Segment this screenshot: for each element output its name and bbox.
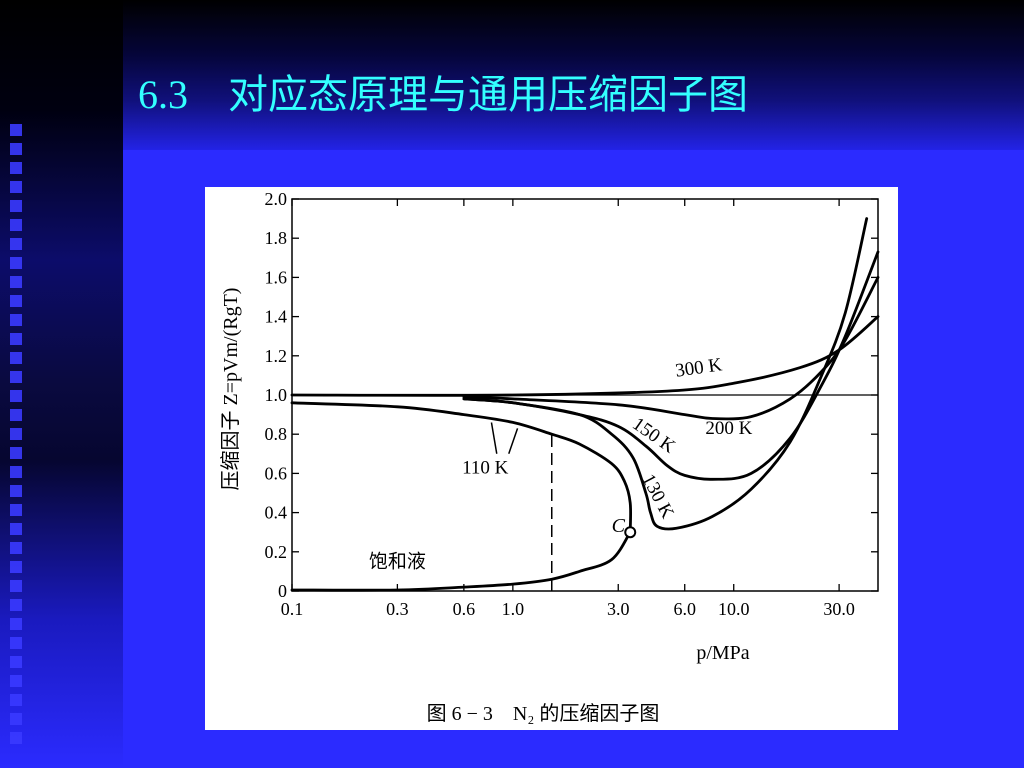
y-tick-label: 1.8 bbox=[265, 228, 288, 248]
decor-square bbox=[10, 694, 22, 706]
y-tick-label: 1.2 bbox=[265, 346, 288, 366]
decor-square bbox=[10, 162, 22, 174]
decor-square bbox=[10, 580, 22, 592]
chart-figure: 0 0.2 0.4 0.6 0.8 1.0 1.2 1.4 1.6 1.8 2.0 0.1 0.3 0.6… bbox=[205, 187, 898, 730]
x-tick-label: 0.6 bbox=[453, 599, 476, 619]
decor-square bbox=[10, 428, 22, 440]
y-axis-label: 压缩因子 Z=pVm/(RgT) bbox=[219, 288, 242, 491]
decor-square bbox=[10, 257, 22, 269]
decor-square bbox=[10, 504, 22, 516]
decor-square bbox=[10, 295, 22, 307]
annotation-label: 饱和液 bbox=[369, 550, 426, 572]
series-line-4 bbox=[290, 401, 633, 534]
decor-square bbox=[10, 409, 22, 421]
series-line-5 bbox=[290, 530, 632, 592]
decor-square bbox=[10, 637, 22, 649]
decor-square bbox=[10, 200, 22, 212]
decor-square bbox=[10, 447, 22, 459]
y-tick-label: 0 bbox=[278, 581, 287, 601]
decor-square bbox=[10, 333, 22, 345]
series-line-0 bbox=[290, 315, 880, 397]
decor-square bbox=[10, 713, 22, 725]
x-tick-label: 3.0 bbox=[607, 599, 630, 619]
figure-caption: 图 6 − 3 N₂ 的压缩因子图 bbox=[427, 702, 660, 725]
x-tick-label: 6.0 bbox=[673, 599, 696, 619]
decor-square bbox=[10, 143, 22, 155]
decor-square bbox=[10, 561, 22, 573]
decor-square bbox=[10, 352, 22, 364]
slide-title: 6.3 对应态原理与通用压缩因子图 bbox=[138, 72, 748, 117]
decor-square bbox=[10, 371, 22, 383]
annotation-label: 200 K bbox=[705, 418, 752, 439]
decor-square bbox=[10, 732, 22, 744]
decor-square bbox=[10, 390, 22, 402]
y-tick-label: 1.6 bbox=[265, 267, 288, 287]
decor-square bbox=[10, 599, 22, 611]
decor-squares bbox=[4, 118, 30, 751]
decor-square bbox=[10, 219, 22, 231]
y-tick-label: 1.4 bbox=[265, 307, 288, 327]
critical-point-marker bbox=[624, 526, 637, 539]
decor-square bbox=[10, 523, 22, 535]
decor-square bbox=[10, 124, 22, 136]
decor-square bbox=[10, 542, 22, 554]
series-line-3 bbox=[462, 217, 869, 531]
x-tick-label: 10.0 bbox=[718, 599, 750, 619]
x-tick-label: 30.0 bbox=[823, 599, 855, 619]
decor-square bbox=[10, 238, 22, 250]
x-tick-label: 1.0 bbox=[502, 599, 525, 619]
y-tick-label: 0.8 bbox=[265, 424, 288, 444]
y-tick-label: 1.0 bbox=[265, 385, 288, 405]
annotation-label: 150 K bbox=[628, 413, 679, 457]
y-tick-label: 0.2 bbox=[265, 542, 288, 562]
annotation-label: 110 K bbox=[462, 457, 509, 478]
top-decor-band bbox=[123, 0, 1024, 150]
x-tick-label: 0.1 bbox=[281, 599, 304, 619]
label-leader bbox=[508, 428, 519, 455]
decor-square bbox=[10, 181, 22, 193]
decor-square bbox=[10, 675, 22, 687]
annotation-label: C bbox=[612, 515, 626, 537]
annotation-label: 130 K bbox=[637, 471, 678, 523]
x-axis-label: p/MPa bbox=[696, 642, 749, 664]
x-tick-label: 0.3 bbox=[386, 599, 409, 619]
series-line-1 bbox=[462, 276, 880, 421]
y-tick-label: 0.6 bbox=[265, 463, 288, 483]
y-tick-label: 2.0 bbox=[265, 189, 288, 209]
label-leader bbox=[490, 422, 498, 454]
y-tick-label: 0.4 bbox=[265, 503, 288, 523]
decor-square bbox=[10, 485, 22, 497]
decor-square bbox=[10, 466, 22, 478]
decor-square bbox=[10, 314, 22, 326]
decor-square bbox=[10, 276, 22, 288]
annotation-label: 300 K bbox=[674, 354, 724, 381]
compressibility-chart: 0 0.2 0.4 0.6 0.8 1.0 1.2 1.4 1.6 1.8 2.0 0.1 0.3 0.6… bbox=[219, 189, 880, 725]
decor-square bbox=[10, 656, 22, 668]
decor-square bbox=[10, 618, 22, 630]
